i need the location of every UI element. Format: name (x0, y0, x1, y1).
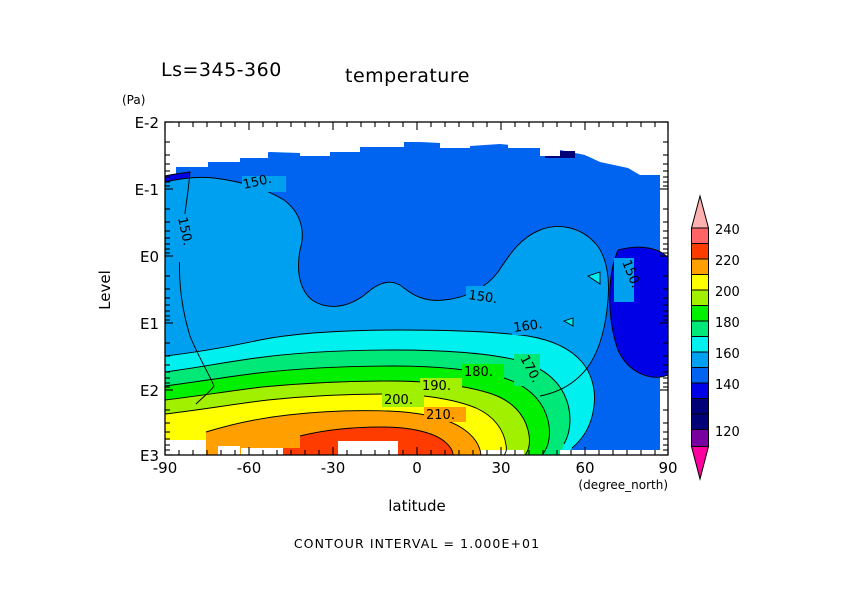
colorbar-label-220: 220 (715, 254, 740, 269)
colorbar-label-180: 180 (715, 316, 740, 331)
colorbar-swatch-250 (691, 227, 709, 244)
y-tick-labels: E-2 E-1 E0 E1 E2 E3 (135, 114, 159, 465)
contour-label-190: 190. (422, 379, 451, 394)
contour-interval-caption: CONTOUR INTERVAL = 1.000E+01 (294, 536, 540, 551)
colorbar-swatch-150 (691, 382, 709, 399)
x-tick-label-2: -30 (321, 459, 346, 477)
nodata-bottom-5 (560, 450, 668, 455)
contour-190 (165, 380, 530, 455)
colorbar-labels: 240 220 200 180 160 140 120 (715, 223, 740, 440)
colorbar-swatch-220 (691, 274, 709, 291)
title-right: temperature (345, 65, 470, 87)
x-tick-label-3: 0 (412, 459, 422, 477)
contour-label-150-left: 150. (174, 216, 195, 247)
colorbar-swatch-210 (691, 289, 709, 306)
contour-140-pool-b (609, 249, 668, 378)
plot-area: 150. 150. 150. 150. 160. 170. 180. 190. … (164, 121, 669, 456)
nodata-bottom-3 (165, 440, 206, 455)
y-tick-label-5: E3 (140, 447, 159, 465)
micro-contour-a (586, 271, 601, 285)
colorbar[interactable]: 240 220 200 180 160 140 120 (690, 194, 740, 481)
y-tick-label-2: E0 (140, 248, 159, 266)
y-tick-label-0: E-2 (135, 114, 159, 132)
x-tick-label-0: -90 (153, 459, 178, 477)
x-tick-label-4: 30 (491, 459, 510, 477)
contour-label-150-mid: 150. (467, 288, 498, 307)
y-tick-label-4: E2 (140, 382, 159, 400)
contour-label-200: 200. (384, 393, 413, 408)
contour-fills: 150. 150. 150. 150. 160. 170. 180. 190. … (165, 122, 668, 455)
colorbar-swatch-170 (691, 351, 709, 368)
x-tick-label-1: -60 (237, 459, 262, 477)
colorbar-cap-bottom (690, 446, 710, 481)
x-axis-label: latitude (388, 497, 446, 515)
band-230-spur (283, 448, 330, 455)
x-axis-unit: (degree_north) (578, 478, 668, 492)
contour-label-group: 150. 150. 150. 150. 160. 170. 180. 190. … (170, 172, 643, 423)
contour-170 (165, 349, 571, 445)
nodata-bottom-4 (481, 450, 524, 455)
colorbar-label-140: 140 (715, 378, 740, 393)
title-left: Ls=345-360 (161, 59, 282, 81)
colorbar-label-160: 160 (715, 347, 740, 362)
x-ticks (164, 122, 669, 455)
colorbar-swatch-230 (691, 258, 709, 275)
x-tick-label-5: 60 (575, 459, 594, 477)
y-tick-label-3: E1 (140, 315, 159, 333)
y-axis-label: Level (96, 270, 114, 310)
nodata-bottom-1 (241, 448, 283, 455)
colorbar-swatch-200 (691, 305, 709, 322)
contour-220 (299, 426, 454, 455)
nodata-top (165, 122, 668, 175)
contour-180 (165, 365, 550, 455)
contour-label-210: 210. (426, 408, 455, 423)
contour-label-180: 180. (464, 365, 493, 380)
contour-160 (165, 329, 595, 449)
colorbar-swatch-180 (691, 336, 709, 353)
x-tick-labels: -90 -60 -30 0 30 60 90 (153, 459, 678, 477)
x-tick-label-6: 90 (658, 459, 677, 477)
contour-210 (205, 410, 482, 455)
colorbar-swatch-130 (691, 429, 709, 447)
contour-150-b (165, 171, 215, 405)
contour-150-a (165, 176, 609, 397)
nodata-bottom-2 (338, 441, 398, 455)
colorbar-label-200: 200 (715, 285, 740, 300)
colorbar-swatch-160 (691, 367, 709, 384)
colorbar-label-240: 240 (715, 223, 740, 238)
contour-label-160: 160. (512, 317, 543, 336)
micro-contour-b (562, 317, 574, 327)
colorbar-swatch-240 (691, 243, 709, 260)
contour-label-150-top: 150. (242, 172, 274, 193)
colorbar-label-120: 120 (715, 425, 740, 440)
colorbar-swatch-190 (691, 320, 709, 337)
y-tick-label-1: E-1 (135, 181, 159, 199)
y-axis-unit: (Pa) (122, 93, 145, 107)
y-ticks (165, 121, 668, 456)
colorbar-swatch-140 (691, 398, 709, 415)
colorbar-swatch-135 (691, 413, 709, 430)
